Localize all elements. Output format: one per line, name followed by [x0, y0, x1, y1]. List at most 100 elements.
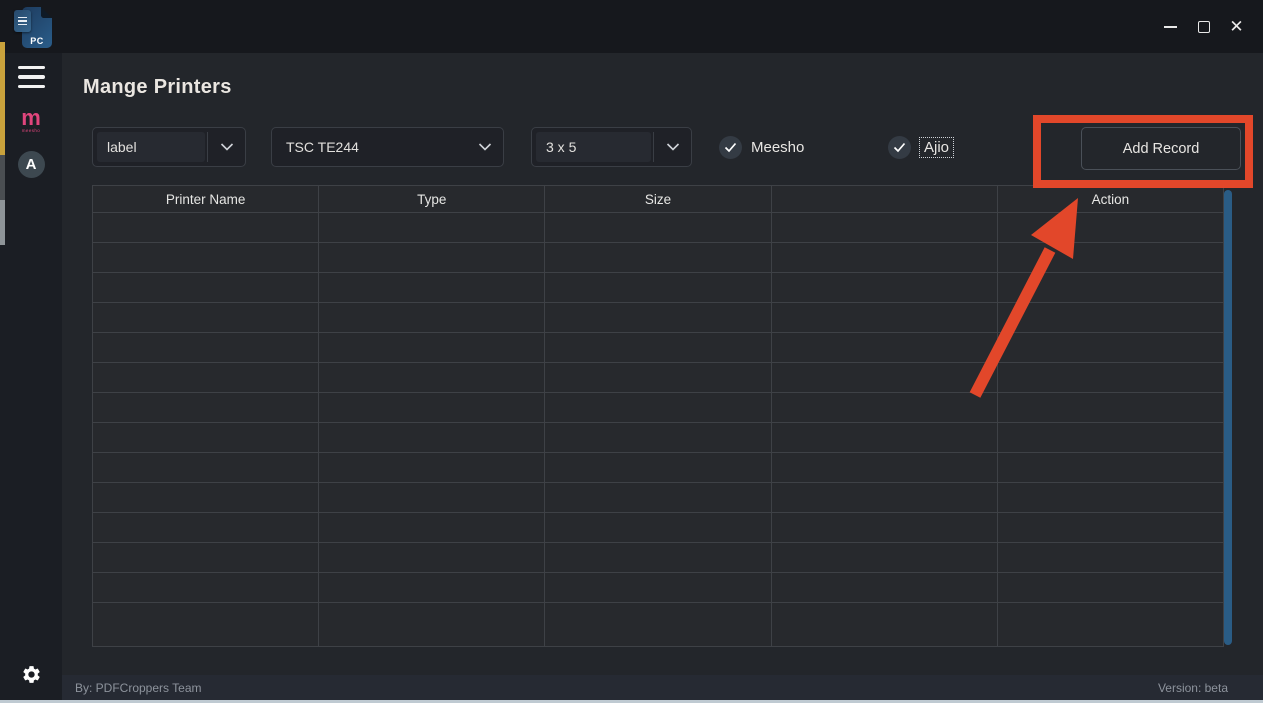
window-controls: ✕ [1154, 0, 1253, 53]
settings-button[interactable] [0, 664, 62, 690]
table-cell [544, 542, 772, 573]
table-cell [544, 302, 772, 333]
column-header[interactable] [770, 185, 998, 213]
table-cell [544, 422, 772, 453]
table-cell [770, 392, 998, 423]
chevron-down-icon [666, 143, 680, 151]
table-cell [770, 512, 998, 543]
table-cell [770, 242, 998, 273]
close-button[interactable]: ✕ [1220, 10, 1253, 43]
table-cell [770, 302, 998, 333]
table-cell [544, 212, 772, 243]
table-cell [996, 602, 1225, 647]
printer-table-grid: Printer Name Type Size Action [91, 185, 1225, 647]
table-cell [996, 362, 1225, 393]
table-cell [770, 452, 998, 483]
app-logo-icon: PC [14, 5, 54, 50]
table-cell [544, 362, 772, 393]
table-cell [544, 392, 772, 423]
table-cell [770, 212, 998, 243]
table-cell [544, 572, 772, 603]
table-cell [91, 272, 320, 303]
table-cell [91, 332, 320, 363]
ajio-circle-icon: A [17, 151, 45, 178]
table-cell [318, 392, 546, 423]
meesho-label: meesho [21, 127, 41, 133]
checkbox-label: Meesho [751, 138, 805, 156]
table-body [91, 212, 1225, 647]
table-cell [770, 422, 998, 453]
app-logo-text: PC [30, 36, 44, 46]
table-cell [996, 572, 1225, 603]
status-bar: By: PDFCroppers Team Version: beta [62, 675, 1263, 700]
dropdown-text-field[interactable] [97, 132, 205, 162]
title-bar: PC ✕ [0, 0, 1263, 53]
dropdown-text-field[interactable] [536, 132, 651, 162]
table-cell [770, 272, 998, 303]
close-icon: ✕ [1229, 17, 1244, 36]
table-cell [318, 452, 546, 483]
dropdown-value: label [107, 139, 137, 155]
table-cell [770, 542, 998, 573]
chevron-down-icon [220, 143, 234, 151]
minimize-button[interactable] [1154, 10, 1187, 43]
table-row [91, 482, 1225, 513]
table-cell [996, 482, 1225, 513]
table-cell [996, 212, 1225, 243]
table-cell [91, 242, 320, 273]
table-cell [91, 542, 320, 573]
table-cell [91, 602, 320, 647]
dropdown-value: 3 x 5 [546, 139, 577, 155]
dropdown-separator [207, 132, 208, 162]
table-cell [770, 332, 998, 363]
table-cell [91, 212, 320, 243]
table-cell [91, 392, 320, 423]
menu-toggle-button[interactable] [18, 66, 45, 88]
dropdown-size[interactable]: 3 x 5 [531, 127, 692, 167]
sidebar-item-meesho[interactable]: m meesho [0, 107, 62, 133]
sidebar-item-ajio[interactable]: A [0, 151, 62, 178]
checkbox-circle [719, 135, 742, 159]
resize-grip[interactable] [1256, 696, 1258, 698]
checkbox-ajio[interactable]: Ajio [888, 127, 955, 167]
main-content: Mange Printers label TSC TE244 3 x 5 [62, 53, 1263, 675]
table-cell [770, 482, 998, 513]
table-cell [318, 332, 546, 363]
table-cell [770, 572, 998, 603]
table-cell [544, 452, 772, 483]
column-header[interactable]: Size [544, 185, 772, 213]
table-cell [318, 272, 546, 303]
table-row [91, 572, 1225, 603]
table-cell [996, 452, 1225, 483]
table-row [91, 302, 1225, 333]
ajio-a-icon: A [25, 156, 37, 173]
page-fold-icon [41, 7, 52, 18]
checkbox-meesho[interactable]: Meesho [719, 127, 804, 167]
table-cell [544, 332, 772, 363]
dropdown-label-type[interactable]: label [92, 127, 246, 167]
column-header[interactable]: Action [996, 185, 1225, 213]
check-icon [893, 142, 906, 152]
table-cell [91, 362, 320, 393]
table-row [91, 272, 1225, 303]
table-cell [544, 602, 772, 647]
table-scrollbar[interactable] [1224, 190, 1232, 645]
checkbox-label: Ajio [918, 136, 955, 158]
table-cell [544, 512, 772, 543]
table-cell [996, 272, 1225, 303]
table-row [91, 452, 1225, 483]
column-header[interactable]: Printer Name [91, 185, 320, 213]
status-author: By: PDFCroppers Team [75, 680, 202, 695]
table-row [91, 362, 1225, 393]
table-row [91, 392, 1225, 423]
table-cell [544, 272, 772, 303]
table-cell [91, 512, 320, 543]
add-record-button[interactable]: Add Record [1081, 127, 1241, 170]
maximize-button[interactable] [1187, 10, 1220, 43]
page-title: Mange Printers [83, 76, 232, 98]
status-version: Version: beta [1157, 680, 1228, 695]
table-row [91, 332, 1225, 363]
gear-icon [22, 666, 40, 683]
dropdown-printer[interactable]: TSC TE244 [271, 127, 504, 167]
column-header[interactable]: Type [318, 185, 546, 213]
